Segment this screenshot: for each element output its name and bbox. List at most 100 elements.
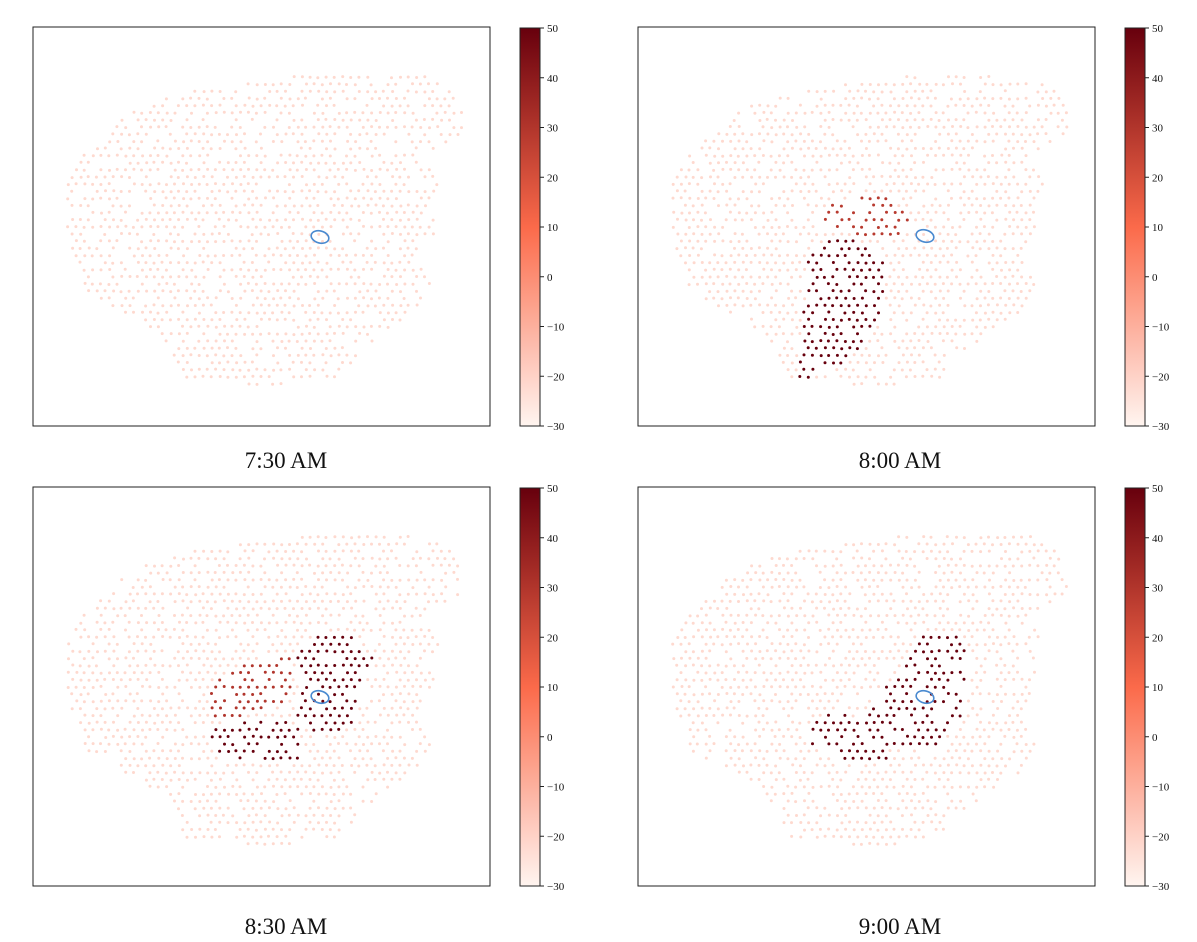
- scatter-point: [161, 735, 165, 739]
- scatter-point: [226, 550, 230, 554]
- scatter-point: [971, 692, 975, 696]
- scatter-point: [357, 664, 361, 668]
- scatter-point: [696, 239, 700, 243]
- scatter-point: [942, 225, 946, 229]
- scatter-point: [819, 97, 823, 101]
- scatter-point: [741, 693, 745, 696]
- scatter-point: [280, 629, 284, 632]
- scatter-point: [271, 757, 275, 761]
- scatter-point: [1004, 217, 1008, 221]
- scatter-point: [329, 800, 333, 804]
- scatter-point: [259, 347, 263, 351]
- scatter-point: [296, 353, 300, 357]
- scatter-point: [226, 635, 230, 639]
- scatter-point: [778, 196, 781, 200]
- scatter-point: [275, 763, 279, 767]
- scatter-point: [905, 332, 909, 336]
- scatter-point: [336, 267, 340, 271]
- scatter-point: [214, 111, 218, 115]
- scatter-point: [259, 175, 263, 179]
- scatter-point: [382, 607, 386, 611]
- scatter-point: [691, 246, 695, 250]
- scatter-point: [161, 104, 165, 108]
- scatter-point: [749, 247, 753, 250]
- scatter-point: [288, 799, 292, 803]
- scatter-point: [443, 557, 447, 561]
- scatter-point: [276, 635, 280, 638]
- scatter-point: [345, 785, 349, 789]
- scatter-point: [263, 282, 267, 285]
- scatter-point: [991, 196, 995, 200]
- scatter-point: [173, 168, 177, 172]
- scatter-point: [185, 175, 189, 179]
- scatter-point: [337, 742, 340, 745]
- scatter-point: [337, 727, 341, 731]
- scatter-point: [419, 296, 422, 300]
- scatter-point: [1011, 232, 1015, 236]
- colorbar-tick-label: 10: [547, 222, 559, 234]
- scatter-point: [222, 771, 226, 775]
- scatter-point: [876, 628, 880, 631]
- scatter-point: [333, 664, 337, 667]
- scatter-point: [725, 274, 729, 278]
- scatter-point: [750, 204, 754, 208]
- scatter-point: [877, 614, 881, 618]
- scatter-point: [213, 571, 217, 574]
- scatter-point: [128, 735, 132, 739]
- scatter-point: [1012, 635, 1016, 639]
- scatter-point: [279, 268, 283, 272]
- scatter-point: [308, 274, 312, 278]
- scatter-point: [921, 736, 925, 739]
- scatter-point: [996, 635, 999, 639]
- scatter-point: [382, 318, 386, 322]
- scatter-point: [773, 792, 777, 796]
- scatter-point: [967, 168, 971, 172]
- scatter-point: [136, 132, 140, 136]
- scatter-point: [708, 664, 712, 668]
- scatter-point: [774, 218, 778, 222]
- scatter-point: [955, 346, 959, 350]
- scatter-point: [733, 621, 737, 625]
- scatter-point: [284, 132, 288, 136]
- scatter-point: [226, 190, 230, 194]
- scatter-point: [209, 820, 213, 824]
- scatter-point: [362, 282, 366, 286]
- scatter-point: [288, 770, 292, 774]
- scatter-point: [333, 678, 337, 682]
- scatter-point: [316, 76, 320, 80]
- scatter-point: [867, 139, 871, 143]
- scatter-point: [337, 543, 341, 547]
- scatter-point: [954, 735, 958, 739]
- scatter-point: [193, 289, 197, 293]
- scatter-point: [819, 168, 823, 172]
- scatter-point: [238, 253, 242, 257]
- scatter-point: [333, 535, 337, 539]
- scatter-point: [403, 254, 407, 258]
- scatter-point: [370, 699, 373, 703]
- scatter-point: [958, 585, 962, 589]
- scatter-point: [345, 83, 348, 86]
- scatter-point: [414, 160, 418, 164]
- scatter-point: [124, 154, 128, 158]
- scatter-point: [1032, 168, 1035, 172]
- scatter-point: [926, 785, 930, 789]
- scatter-point: [843, 340, 847, 343]
- scatter-points: [66, 75, 463, 386]
- scatter-point: [824, 678, 827, 682]
- scatter-point: [934, 311, 938, 315]
- scatter-point: [864, 620, 868, 624]
- scatter-point: [226, 592, 230, 596]
- scatter-point: [370, 267, 374, 271]
- scatter-point: [172, 196, 176, 200]
- scatter-point: [770, 210, 774, 214]
- scatter-point: [987, 161, 991, 165]
- scatter-point: [391, 119, 395, 122]
- scatter-point: [107, 627, 111, 631]
- scatter-point: [839, 678, 843, 682]
- scatter-point: [873, 361, 876, 365]
- scatter-point: [896, 621, 900, 625]
- scatter-point: [316, 218, 320, 222]
- scatter-point: [407, 218, 411, 222]
- colorbar-tick-label: 40: [1152, 73, 1164, 85]
- scatter-point: [202, 90, 206, 94]
